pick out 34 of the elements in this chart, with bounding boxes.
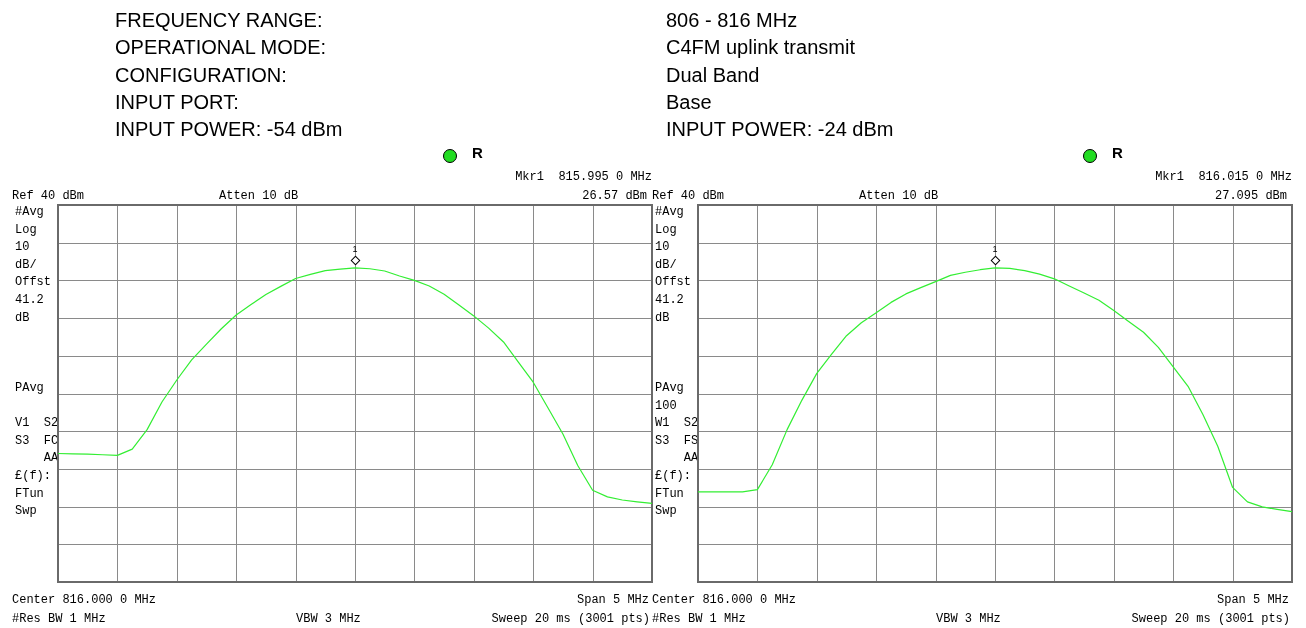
text: #Avg Log 10 dB/ Offst 41.2 dB PAvg 100 W1 S2 S3 FS AA £(f): FTun Swp — [655, 205, 699, 519]
text: VBW 3 MHz — [296, 612, 361, 626]
text: Sweep 20 ms (3001 pts) — [491, 612, 650, 626]
text: Base — [666, 89, 712, 114]
text: Mkr1 816.015 0 MHz — [1155, 170, 1292, 184]
text: Dual Band — [666, 62, 760, 87]
text: Atten 10 dB — [859, 189, 939, 203]
text: INPUT PORT: — [115, 89, 239, 114]
text: C4FM uplink transmit — [666, 35, 855, 60]
text: OPERATIONAL MODE: — [115, 35, 327, 60]
text: #Avg Log 10 dB/ Offst 41.2 dB PAvg V1 S2 S3 FC AA £(f): FTun Swp — [15, 205, 59, 519]
text: INPUT POWER: -54 dBm — [115, 117, 343, 142]
text: Center 816.000 0 MHz — [12, 593, 157, 607]
text: Ref 40 dBm — [12, 189, 85, 203]
text: Mkr1 815.995 0 MHz — [515, 170, 652, 184]
text: Span 5 MHz — [1216, 593, 1289, 607]
text: Center 816.000 0 MHz — [652, 593, 797, 607]
text: Ref 40 dBm — [652, 189, 725, 203]
text: 26.57 dBm — [582, 189, 647, 203]
text: FREQUENCY RANGE: — [115, 8, 323, 32]
text: #Res BW 1 MHz — [12, 612, 106, 626]
text: Sweep 20 ms (3001 pts) — [1131, 612, 1290, 626]
text: Span 5 MHz — [576, 593, 649, 607]
text: #Res BW 1 MHz — [652, 612, 746, 626]
text: 1 — [351, 243, 359, 254]
text: INPUT POWER: -24 dBm — [666, 117, 894, 142]
text: R — [1112, 144, 1123, 161]
text: VBW 3 MHz — [936, 612, 1001, 626]
text: R — [472, 144, 483, 161]
text: CONFIGURATION: — [115, 62, 287, 87]
text: 1 — [991, 243, 999, 254]
text: Atten 10 dB — [219, 189, 299, 203]
text: 27.095 dBm — [1214, 189, 1287, 203]
text: 806 - 816 MHz — [666, 8, 798, 32]
